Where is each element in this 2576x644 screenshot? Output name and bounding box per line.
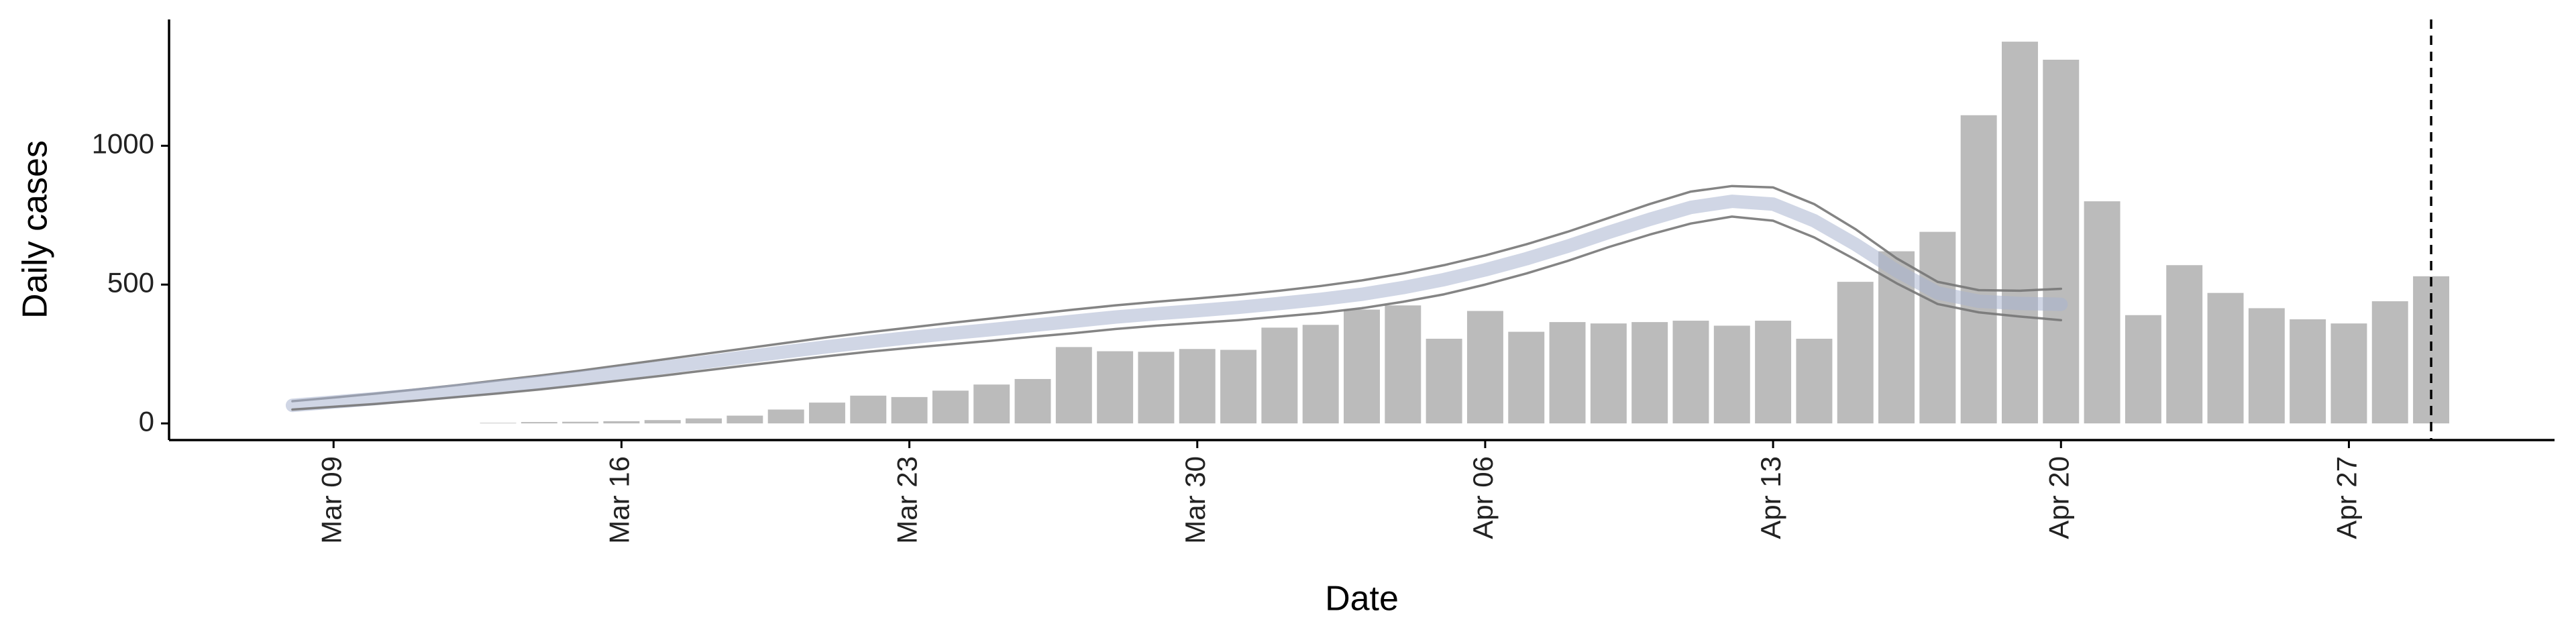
bar: [1261, 327, 1298, 424]
x-tick-label: Apr 27: [2331, 456, 2363, 539]
bar: [1837, 282, 1874, 424]
bar: [1014, 378, 1051, 424]
bar: [973, 384, 1010, 424]
bar: [1549, 322, 1586, 424]
line: [291, 215, 2063, 411]
bar: [1344, 309, 1380, 424]
x-tick-label: Mar 30: [1179, 456, 1211, 544]
x-tick-label: Apr 20: [2043, 456, 2074, 539]
bar: [2207, 292, 2244, 424]
x-tick-label: Mar 23: [892, 456, 923, 544]
x-tick-label: Mar 09: [315, 456, 347, 544]
bar: [1055, 347, 1092, 424]
bar: [808, 402, 845, 424]
bar: [2125, 315, 2161, 424]
bar: [1385, 305, 1421, 424]
bar: [1179, 349, 1216, 424]
bar: [1097, 351, 1134, 424]
bar: [1960, 115, 1997, 424]
bar: [2290, 319, 2326, 424]
x-axis-title: Date: [1325, 580, 1399, 619]
bar: [1590, 323, 1627, 424]
bar: [603, 421, 640, 424]
bar: [1138, 352, 1175, 424]
y-tick-label: 1000: [92, 127, 154, 159]
bar: [686, 418, 722, 424]
y-tick-label: 0: [139, 405, 154, 437]
bar: [767, 409, 804, 424]
bar: [644, 420, 681, 424]
bar: [2043, 60, 2080, 424]
bar: [521, 422, 557, 424]
bar: [1302, 325, 1339, 424]
bar: [562, 421, 599, 424]
bar: [1631, 322, 1668, 424]
bar: [2371, 301, 2408, 424]
bar: [2248, 308, 2285, 424]
bar: [1220, 350, 1257, 424]
x-tick-label: Apr 06: [1467, 456, 1499, 539]
bar: [1466, 311, 1503, 424]
bar: [2330, 323, 2367, 424]
bar: [1508, 331, 1545, 424]
bar: [1796, 338, 1833, 424]
y-tick-label: 500: [107, 266, 154, 298]
x-tick-label: Mar 16: [604, 456, 635, 544]
bar: [2084, 201, 2121, 424]
y-axis-title: Daily cases: [16, 140, 55, 319]
bar: [850, 395, 887, 424]
x-tick-label: Apr 13: [1755, 456, 1786, 539]
bar: [1713, 325, 1750, 424]
bar: [1919, 231, 1956, 424]
bar: [1755, 321, 1792, 424]
line: [285, 195, 2068, 413]
bar: [1672, 321, 1709, 424]
bar: [1426, 338, 1462, 424]
bar: [2001, 42, 2038, 424]
line: [291, 184, 2063, 402]
bar: [891, 396, 928, 424]
bar: [932, 390, 969, 424]
bar: [2166, 265, 2203, 424]
bar: [727, 415, 763, 424]
